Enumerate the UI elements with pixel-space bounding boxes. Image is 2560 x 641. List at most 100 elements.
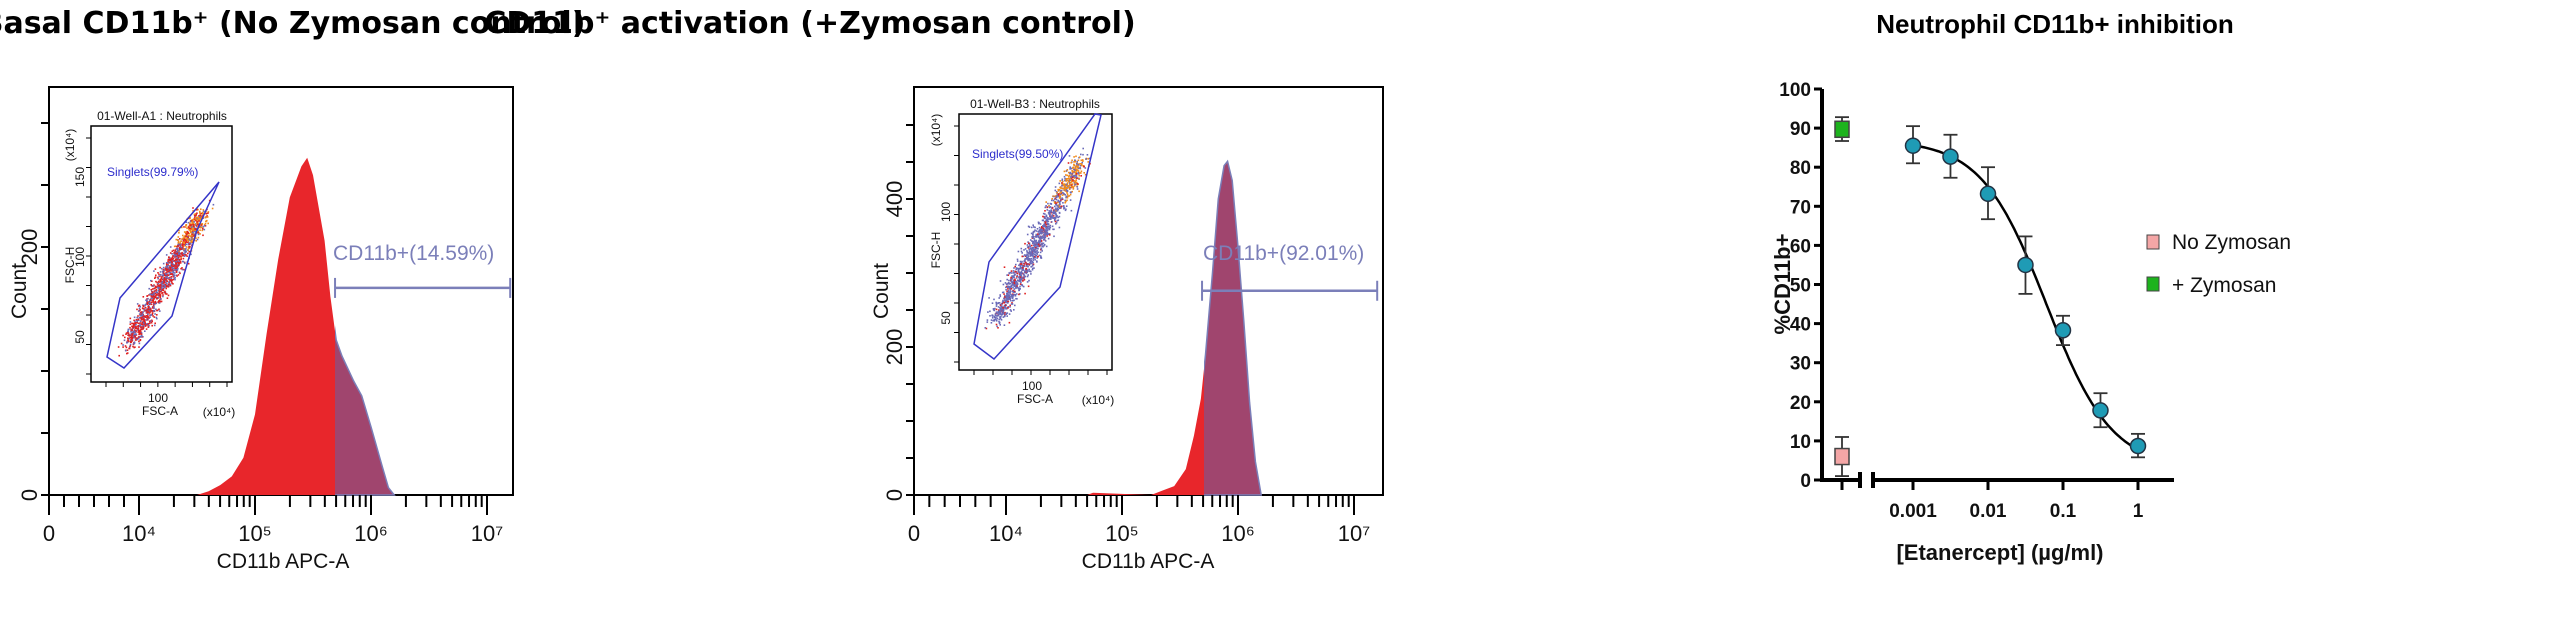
event-dot xyxy=(1078,173,1080,175)
event-dot xyxy=(1054,218,1056,221)
event-dot xyxy=(138,346,140,348)
event-dot xyxy=(1015,297,1017,300)
event-dot xyxy=(1055,213,1057,215)
event-dot xyxy=(184,239,187,241)
event-dot xyxy=(1022,262,1025,265)
inset-y-unit: (x10⁴) xyxy=(929,114,943,147)
event-dot xyxy=(1009,309,1012,311)
event-dot xyxy=(1034,245,1036,248)
event-dot xyxy=(166,285,169,287)
event-dot xyxy=(165,278,168,280)
event-dot xyxy=(1018,277,1021,280)
event-dot xyxy=(1057,194,1059,197)
event-dot xyxy=(134,331,137,333)
event-dot xyxy=(1010,310,1012,312)
event-dot xyxy=(207,222,209,225)
event-dot xyxy=(995,323,998,326)
event-dot xyxy=(197,236,200,239)
event-dot xyxy=(1001,305,1003,307)
event-dot xyxy=(1016,298,1018,300)
event-dot xyxy=(139,325,142,327)
event-dot xyxy=(1022,280,1024,282)
event-dot xyxy=(984,327,987,329)
event-dot xyxy=(192,221,194,224)
event-dot xyxy=(155,286,157,288)
event-dot xyxy=(1049,218,1051,220)
event-dot xyxy=(180,246,183,249)
event-dot xyxy=(153,324,156,327)
event-dot xyxy=(1071,183,1074,185)
event-dot xyxy=(1012,270,1015,272)
event-dot xyxy=(184,244,187,247)
event-dot xyxy=(1071,186,1074,188)
event-dot xyxy=(1060,189,1063,192)
event-dot xyxy=(1059,200,1062,203)
event-dot xyxy=(166,265,169,267)
event-dot xyxy=(988,297,990,299)
event-dot xyxy=(1013,288,1016,290)
event-dot xyxy=(997,311,1000,313)
event-dot xyxy=(177,258,180,260)
event-dot xyxy=(172,257,175,260)
inset-y-label: FSC-H xyxy=(929,232,943,269)
y-tick-label: 30 xyxy=(1790,354,1811,375)
event-dot xyxy=(159,283,161,286)
event-dot xyxy=(153,303,156,306)
event-dot xyxy=(1056,193,1058,195)
event-dot xyxy=(164,278,166,281)
event-dot xyxy=(162,273,164,276)
event-dot xyxy=(147,308,149,311)
event-dot xyxy=(1024,292,1026,295)
event-dot xyxy=(1049,214,1051,217)
event-dot xyxy=(1036,253,1038,255)
event-dot xyxy=(1085,158,1087,160)
event-dot xyxy=(1022,266,1024,268)
event-dot xyxy=(184,251,187,253)
inset-x-label: FSC-A xyxy=(142,404,178,418)
event-dot xyxy=(174,252,177,255)
event-dot xyxy=(140,333,143,335)
event-dot xyxy=(142,311,144,313)
event-dot xyxy=(1069,172,1071,175)
event-dot xyxy=(203,210,205,213)
event-dot xyxy=(1005,297,1008,299)
event-dot xyxy=(1029,261,1031,264)
event-dot xyxy=(986,319,989,321)
event-dot xyxy=(1020,276,1023,279)
event-dot xyxy=(1065,196,1068,198)
event-dot xyxy=(1009,304,1011,307)
event-dot xyxy=(1032,242,1034,245)
event-dot xyxy=(1065,208,1067,211)
event-dot xyxy=(1020,262,1023,264)
event-dot xyxy=(1030,257,1033,260)
event-dot xyxy=(153,292,155,294)
event-dot xyxy=(999,307,1001,309)
event-dot xyxy=(1002,308,1004,311)
event-dot xyxy=(1062,180,1064,183)
event-dot xyxy=(1047,223,1050,226)
event-dot xyxy=(147,313,149,315)
event-dot xyxy=(1004,303,1007,306)
event-dot xyxy=(1027,255,1030,258)
event-dot xyxy=(1001,301,1004,303)
event-dot xyxy=(172,273,175,275)
event-dot xyxy=(1070,174,1073,176)
event-dot xyxy=(1049,206,1052,208)
event-dot xyxy=(1010,270,1013,272)
event-dot xyxy=(135,333,137,336)
event-dot xyxy=(991,317,994,319)
event-dot xyxy=(185,246,188,248)
event-dot xyxy=(1070,181,1072,184)
event-dot xyxy=(1030,252,1033,254)
y-tick-label: 200 xyxy=(882,329,907,366)
event-dot xyxy=(1047,237,1050,240)
event-dot xyxy=(181,243,184,245)
event-dot xyxy=(152,310,155,312)
event-dot xyxy=(1066,199,1068,202)
event-dot xyxy=(1044,210,1046,212)
event-dot xyxy=(1064,179,1066,182)
event-dot xyxy=(148,287,150,290)
inset-y-tick: 100 xyxy=(939,202,953,222)
event-dot xyxy=(1020,278,1022,280)
event-dot xyxy=(1023,274,1025,276)
